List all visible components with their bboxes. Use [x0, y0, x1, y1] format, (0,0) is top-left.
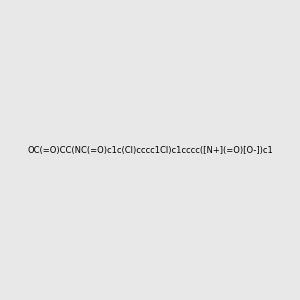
Text: OC(=O)CC(NC(=O)c1c(Cl)cccc1Cl)c1cccc([N+](=O)[O-])c1: OC(=O)CC(NC(=O)c1c(Cl)cccc1Cl)c1cccc([N+… [27, 146, 273, 154]
